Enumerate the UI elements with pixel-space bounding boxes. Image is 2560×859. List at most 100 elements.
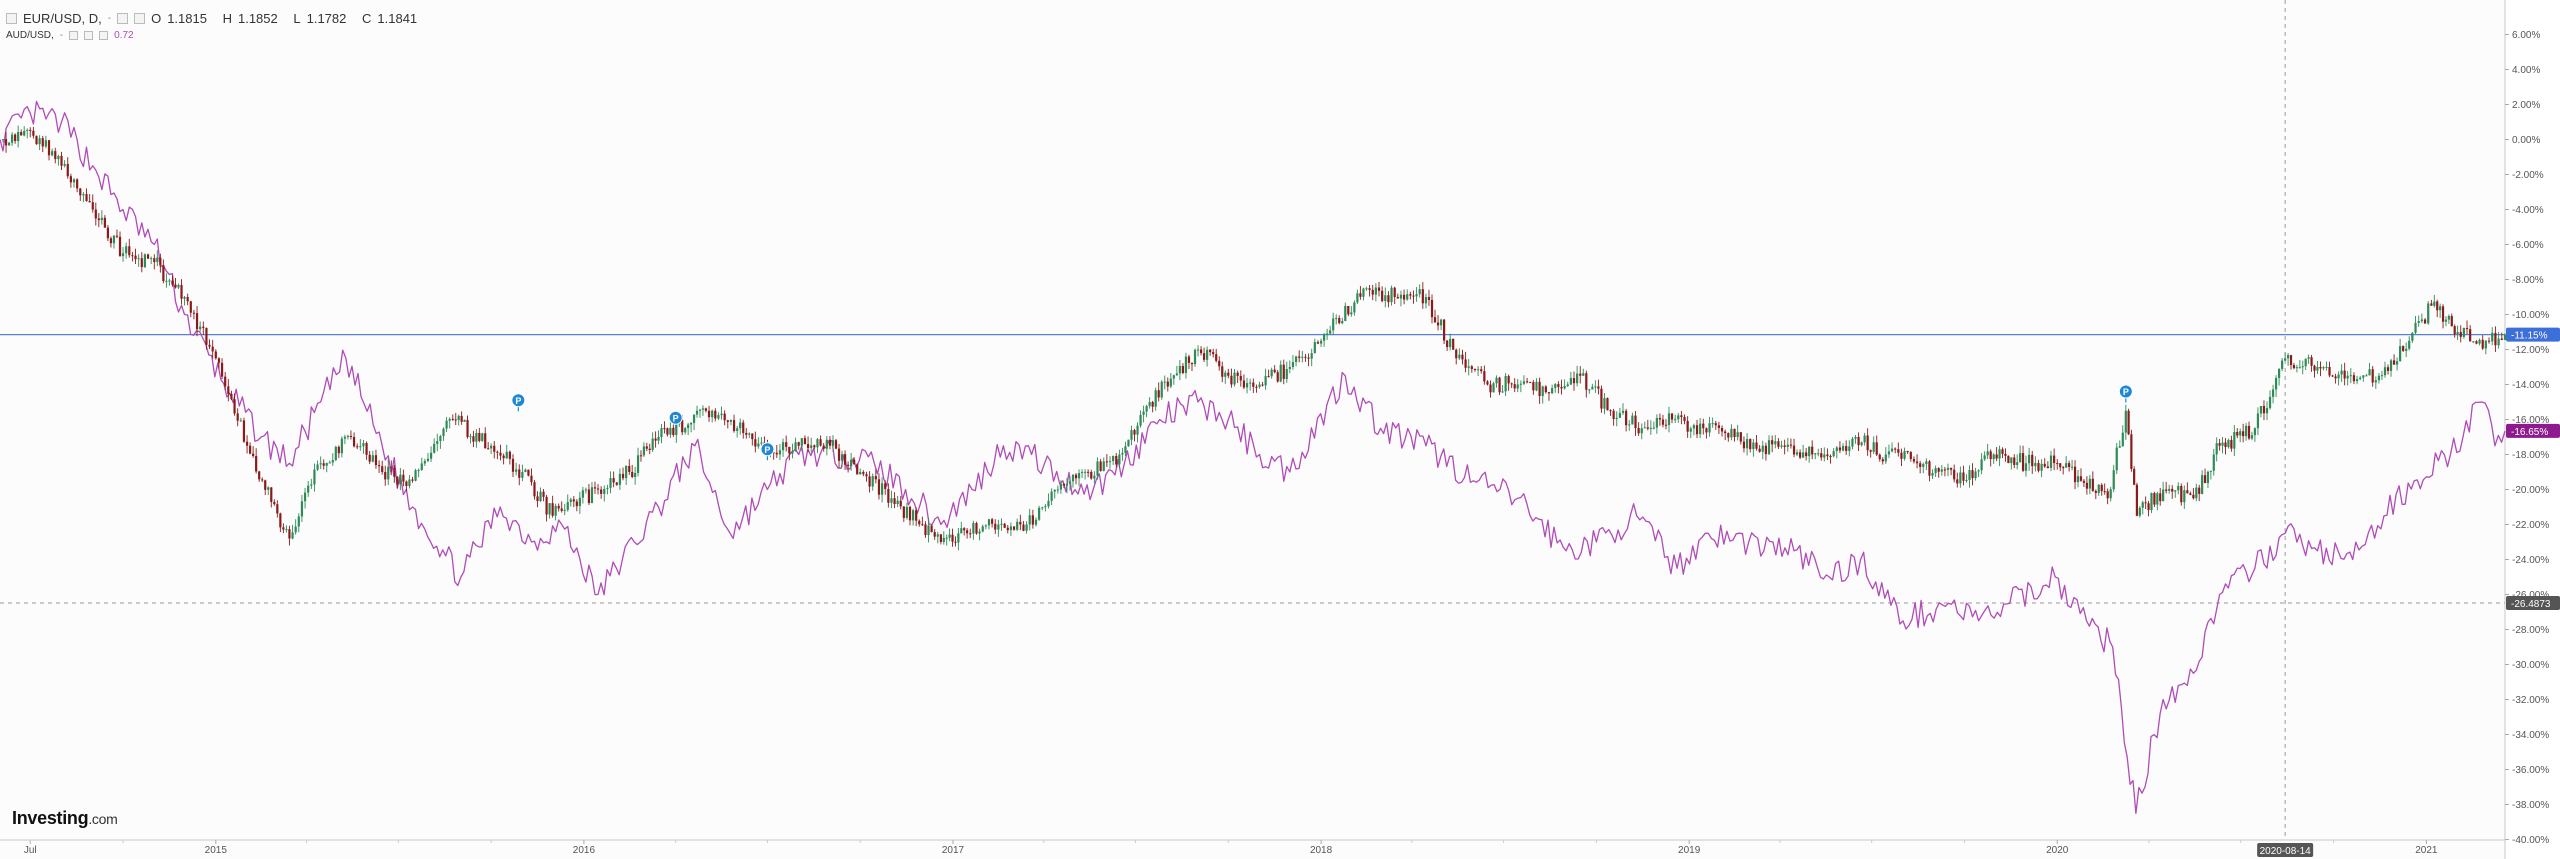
candle-body[interactable] — [331, 460, 334, 463]
candle-body[interactable] — [2212, 454, 2215, 471]
candle-body[interactable] — [1802, 452, 1805, 458]
candle-body[interactable] — [545, 496, 548, 515]
candle-body[interactable] — [1492, 383, 1495, 393]
candle-body[interactable] — [899, 500, 902, 507]
candle-body[interactable] — [1995, 454, 1998, 459]
candle-body[interactable] — [1869, 450, 1872, 452]
candle-body[interactable] — [692, 414, 696, 423]
candle-body[interactable] — [862, 472, 865, 475]
candle-body[interactable] — [2215, 443, 2218, 455]
eur-usd-series[interactable] — [1, 125, 2507, 551]
candle-body[interactable] — [1319, 340, 1323, 344]
candle-body[interactable] — [1612, 410, 1615, 419]
candle-body[interactable] — [2180, 486, 2183, 503]
candle-body[interactable] — [174, 284, 177, 288]
candle-body[interactable] — [1977, 470, 1980, 472]
candle-body[interactable] — [628, 465, 631, 472]
candle-body[interactable] — [1541, 386, 1544, 397]
candle-body[interactable] — [1476, 369, 1480, 371]
candle-body[interactable] — [2159, 493, 2162, 502]
candle-body[interactable] — [1609, 410, 1612, 412]
candle-body[interactable] — [496, 451, 499, 453]
candle-body[interactable] — [2001, 449, 2004, 454]
candle-body[interactable] — [2227, 439, 2230, 448]
candle-body[interactable] — [1347, 305, 1350, 315]
candle-body[interactable] — [1105, 461, 1108, 463]
candle-body[interactable] — [411, 479, 414, 481]
candle-body[interactable] — [2144, 502, 2147, 504]
candle-body[interactable] — [1637, 428, 1640, 434]
candle-body[interactable] — [2322, 367, 2325, 369]
candle-body[interactable] — [1841, 446, 1845, 451]
candle-body[interactable] — [631, 472, 634, 477]
candle-body[interactable] — [1705, 428, 1708, 433]
candle-body[interactable] — [1028, 515, 1031, 525]
candle-body[interactable] — [2319, 367, 2322, 369]
candle-body[interactable] — [1374, 287, 1377, 295]
candle-body[interactable] — [2325, 366, 2328, 368]
candle-body[interactable] — [426, 458, 430, 461]
candle-body[interactable] — [800, 438, 803, 446]
candle-body[interactable] — [1742, 441, 1746, 449]
candle-body[interactable] — [2284, 358, 2287, 361]
candle-body[interactable] — [1900, 452, 1903, 459]
candle-body[interactable] — [1594, 386, 1597, 388]
candle-body[interactable] — [297, 516, 300, 527]
candle-body[interactable] — [294, 526, 297, 533]
candle-body[interactable] — [972, 523, 975, 534]
candle-body[interactable] — [1016, 521, 1019, 530]
candle-body[interactable] — [1724, 431, 1727, 434]
candle-body[interactable] — [109, 238, 113, 244]
candle-body[interactable] — [493, 445, 496, 452]
candle-body[interactable] — [1157, 390, 1160, 398]
candle-body[interactable] — [279, 513, 282, 528]
candle-body[interactable] — [1795, 452, 1799, 455]
candle-body[interactable] — [460, 415, 463, 422]
candle-body[interactable] — [690, 422, 693, 425]
candle-body[interactable] — [781, 442, 785, 451]
candle-body[interactable] — [2274, 377, 2278, 390]
candle-body[interactable] — [2298, 367, 2301, 369]
candle-body[interactable] — [987, 519, 991, 526]
candle-body[interactable] — [1053, 489, 1056, 492]
candle-body[interactable] — [612, 478, 615, 483]
candle-body[interactable] — [1563, 386, 1566, 389]
candle-body[interactable] — [2465, 327, 2469, 330]
candle-body[interactable] — [195, 313, 199, 330]
candle-body[interactable] — [282, 527, 285, 530]
candle-body[interactable] — [307, 485, 310, 493]
candle-body[interactable] — [1341, 320, 1344, 324]
candle-body[interactable] — [7, 142, 11, 146]
candle-body[interactable] — [205, 327, 208, 345]
candle-body[interactable] — [1056, 489, 1059, 491]
candle-body[interactable] — [539, 491, 542, 502]
candle-body[interactable] — [1931, 473, 1934, 476]
candle-body[interactable] — [1261, 384, 1264, 386]
candle-body[interactable] — [1854, 437, 1857, 439]
candle-body[interactable] — [551, 503, 554, 516]
candle-body[interactable] — [729, 420, 733, 422]
candle-body[interactable] — [505, 451, 508, 459]
candle-body[interactable] — [2444, 319, 2448, 322]
candle-body[interactable] — [472, 436, 475, 442]
candle-body[interactable] — [14, 134, 17, 142]
candle-body[interactable] — [997, 524, 1000, 530]
candle-body[interactable] — [606, 487, 609, 489]
candle-body[interactable] — [100, 217, 103, 221]
candle-body[interactable] — [884, 483, 887, 489]
candle-body[interactable] — [1074, 474, 1078, 479]
candle-body[interactable] — [1393, 287, 1396, 297]
candle-body[interactable] — [1677, 415, 1680, 420]
candle-body[interactable] — [2487, 340, 2491, 342]
candle-body[interactable] — [1059, 483, 1062, 490]
candle-body[interactable] — [575, 501, 578, 507]
candle-body[interactable] — [1473, 368, 1477, 370]
candle-body[interactable] — [1276, 372, 1279, 382]
candle-body[interactable] — [751, 433, 754, 440]
candle-body[interactable] — [2010, 457, 2013, 464]
candle-body[interactable] — [1513, 384, 1516, 389]
candle-body[interactable] — [634, 472, 637, 477]
candle-body[interactable] — [2209, 470, 2212, 472]
candle-body[interactable] — [2153, 493, 2156, 505]
candle-body[interactable] — [732, 420, 736, 431]
